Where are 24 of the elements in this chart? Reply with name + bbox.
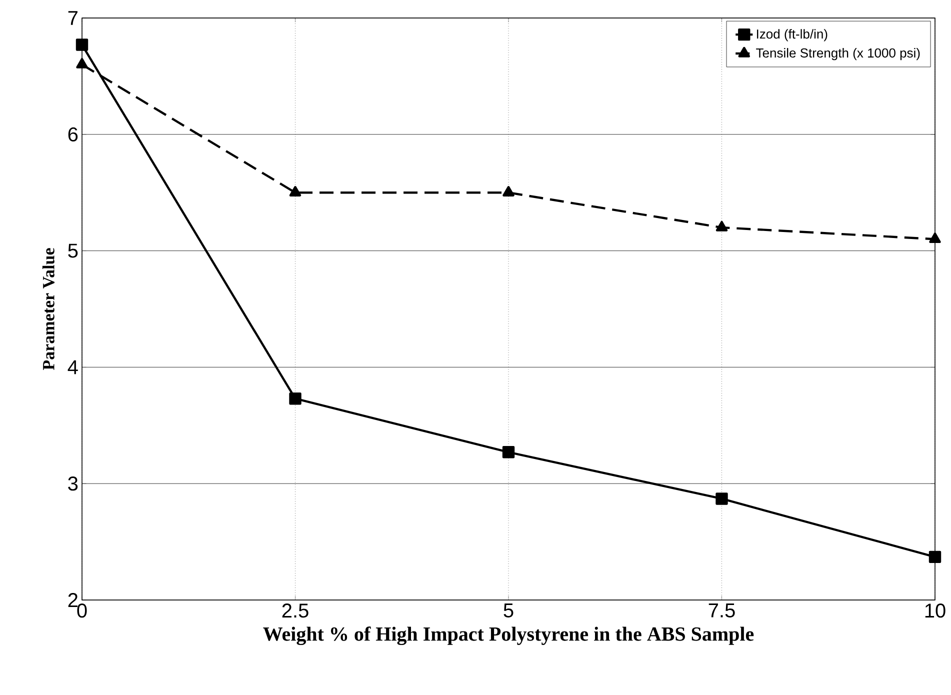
x-tick-label: 7.5 [708, 604, 735, 618]
y-tick-label: 3 [68, 476, 78, 491]
x-tick-label: 5 [504, 604, 514, 618]
x-tick-label: 0 [77, 604, 87, 618]
point [928, 550, 942, 564]
point [929, 232, 941, 244]
x-tick-label: 2.5 [282, 604, 308, 618]
legend-label: Izod (ft-lb/in) [756, 29, 828, 42]
point [716, 492, 728, 505]
legend-label: Tensile Strength (x 1000 psi) [756, 48, 920, 60]
y-tick-label: 7 [68, 11, 78, 25]
point [502, 186, 514, 196]
point [716, 220, 728, 232]
point [289, 392, 302, 405]
point [76, 58, 88, 68]
y-tick-label: 4 [68, 360, 78, 374]
point [502, 446, 515, 458]
y-tick-label: 5 [68, 244, 78, 258]
x-tick-label: 10 [925, 604, 946, 618]
x-axis-title: Weight % of High Impact Polystyrene in the ABS Sample [263, 626, 754, 646]
y-tick-label: 2 [68, 593, 78, 607]
y-tick-label: 6 [68, 127, 78, 142]
y-axis-title: Parameter Value [42, 248, 54, 370]
point [289, 186, 302, 196]
